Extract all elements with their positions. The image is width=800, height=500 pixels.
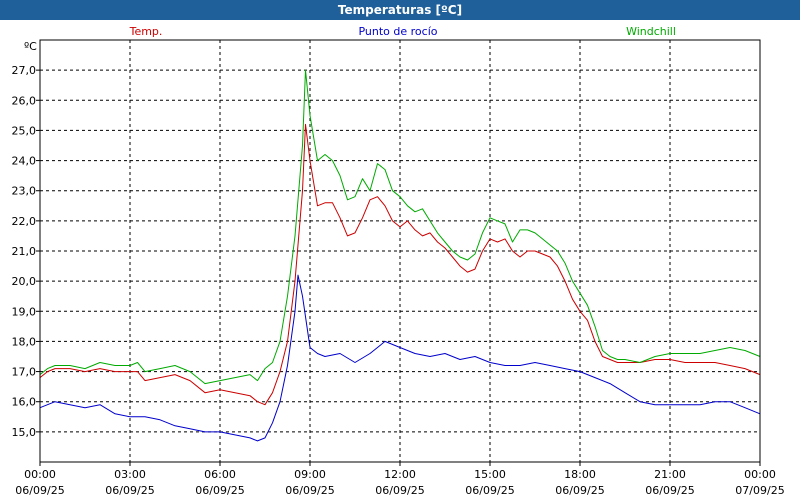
y-tick-label: 25,0 bbox=[12, 124, 37, 137]
x-tick-time: 18:00 bbox=[564, 468, 596, 481]
legend-temp: Temp. bbox=[129, 25, 163, 38]
y-tick-label: 24,0 bbox=[12, 155, 37, 168]
x-tick-date: 06/09/25 bbox=[15, 484, 64, 497]
y-tick-label: 21,0 bbox=[12, 245, 37, 258]
x-tick-time: 00:00 bbox=[24, 468, 56, 481]
y-tick-label: 20,0 bbox=[12, 275, 37, 288]
x-tick-time: 21:00 bbox=[654, 468, 686, 481]
x-tick-time: 03:00 bbox=[114, 468, 146, 481]
series-lines bbox=[39, 69, 761, 442]
x-tick-time: 06:00 bbox=[204, 468, 236, 481]
y-tick-label: 22,0 bbox=[12, 215, 37, 228]
y-tick-label: 17,0 bbox=[12, 366, 37, 379]
x-tick-date: 06/09/25 bbox=[465, 484, 514, 497]
series-line-dew-point bbox=[39, 274, 761, 442]
x-tick-date: 06/09/25 bbox=[195, 484, 244, 497]
y-axis: 15,0 16,0 17,0 18,0 19,0 20,0 21,0 22,0 23,0 24,0… bbox=[12, 64, 40, 439]
x-tick-time: 00:00 bbox=[744, 468, 776, 481]
series-line-temp bbox=[39, 123, 761, 406]
y-tick-label: 15,0 bbox=[12, 426, 37, 439]
x-tick-time: 15:00 bbox=[474, 468, 506, 481]
x-axis: 00:00 06/09/25 03:00 06/09/25 06:00 06/09/25 0… bbox=[15, 462, 785, 497]
y-tick-label: 18,0 bbox=[12, 335, 37, 348]
legend-dew-point: Punto de rocío bbox=[358, 25, 437, 38]
x-tick-time: 12:00 bbox=[384, 468, 416, 481]
x-tick-date: 07/09/25 bbox=[735, 484, 784, 497]
x-tick-date: 06/09/25 bbox=[645, 484, 694, 497]
y-tick-label: 26,0 bbox=[12, 94, 37, 107]
chart-title: Temperaturas [ºC] bbox=[0, 0, 800, 20]
y-tick-label: 16,0 bbox=[12, 396, 37, 409]
x-tick-date: 06/09/25 bbox=[375, 484, 424, 497]
x-tick-time: 09:00 bbox=[294, 468, 326, 481]
x-tick-date: 06/09/25 bbox=[555, 484, 604, 497]
series-line-windchill bbox=[39, 69, 761, 385]
y-tick-label: 27,0 bbox=[12, 64, 37, 77]
x-tick-date: 06/09/25 bbox=[285, 484, 334, 497]
grid-lines bbox=[40, 40, 760, 462]
legend-windchill: Windchill bbox=[626, 25, 676, 38]
x-tick-date: 06/09/25 bbox=[105, 484, 154, 497]
y-tick-label: 23,0 bbox=[12, 185, 37, 198]
y-axis-label: ºC bbox=[24, 40, 37, 53]
y-tick-label: 19,0 bbox=[12, 305, 37, 318]
